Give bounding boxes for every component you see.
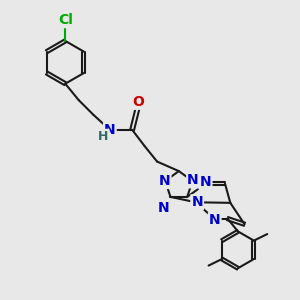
Text: N: N [191,195,203,209]
Text: Cl: Cl [58,13,73,27]
Text: H: H [98,130,109,143]
Text: N: N [200,175,212,189]
Text: N: N [104,123,116,137]
Text: O: O [132,95,144,109]
Text: N: N [209,213,220,227]
Text: N: N [187,173,199,188]
Text: N: N [159,174,170,188]
Text: N: N [158,201,169,215]
